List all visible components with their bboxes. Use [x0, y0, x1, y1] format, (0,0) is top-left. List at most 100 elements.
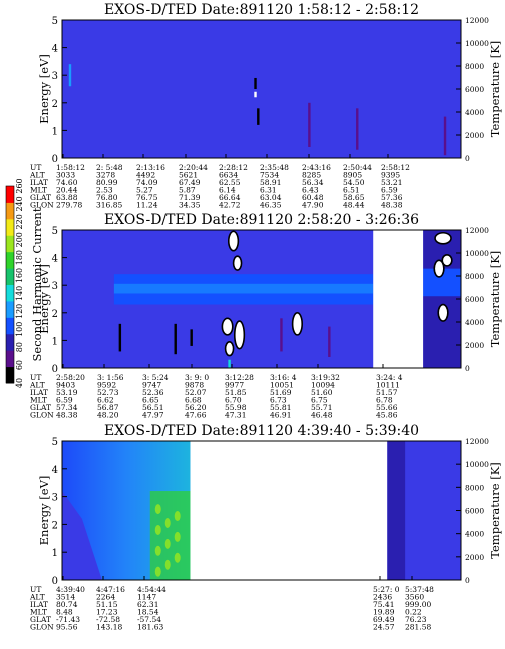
y-tick-label: 4	[52, 465, 58, 476]
table-cell: 52.73	[97, 388, 119, 397]
table-cell: 56.51	[142, 403, 163, 412]
colorbar-segment	[6, 186, 14, 203]
colorbar-segment	[6, 350, 14, 368]
wedge-speckle	[154, 504, 161, 515]
table-cell: 19.89	[373, 608, 395, 617]
table-cell: 51.15	[96, 600, 118, 609]
spectral-blob	[232, 255, 243, 271]
table-row-label: ILAT	[30, 600, 48, 609]
table-cell: 3:16: 4	[270, 373, 297, 382]
table-cell: 51.85	[225, 388, 247, 397]
y2-axis-label: Temperature [K]	[488, 462, 502, 559]
y-axis-label: Energy [eV]	[37, 54, 51, 124]
panel-3: EXOS-D/TED Date:891120 4:39:40 - 5:39:40…	[29, 423, 502, 632]
table-cell: 143.18	[96, 623, 122, 632]
y-tick-label: 0	[52, 364, 58, 375]
table-cell: 53.19	[56, 388, 78, 397]
table-cell: 95.56	[56, 623, 78, 632]
y-tick-label: 0	[52, 576, 58, 587]
table-cell: 5.27	[136, 186, 153, 195]
table-cell: 48.20	[97, 411, 119, 420]
colorbar-tick-label: 160	[15, 268, 24, 283]
wedge-speckle	[154, 524, 161, 535]
table-cell: 60.48	[302, 193, 324, 202]
table-row-label: ALT	[29, 593, 45, 602]
spectral-blob	[433, 259, 445, 278]
table-cell: 11.24	[136, 201, 158, 210]
table-cell: 3:24: 4	[376, 373, 403, 382]
table-cell: 6.62	[97, 396, 114, 405]
y-tick-label: 0	[52, 154, 58, 165]
table-cell: 6.78	[376, 396, 393, 405]
y2-tick-label: 10000	[465, 249, 489, 258]
colorbar-title: Second Harmonic Current	[30, 207, 44, 361]
wedge-speckle	[154, 566, 161, 577]
table-cell: 66.64	[219, 193, 241, 202]
table-cell: 2: 5:48	[96, 163, 123, 172]
wedge-speckle	[154, 545, 161, 556]
wedge-speckle	[164, 538, 171, 549]
table-cell: 54.50	[343, 178, 365, 187]
table-cell: 53.21	[381, 178, 402, 187]
table-cell: 9592	[97, 381, 116, 390]
y2-tick-label: 2000	[465, 553, 484, 562]
y-axis-label: Energy [eV]	[37, 264, 51, 334]
spectral-streak	[257, 108, 260, 125]
table-cell: 46.35	[260, 201, 282, 210]
y-tick-label: 3	[52, 493, 58, 504]
table-row-label: MLT	[30, 608, 47, 617]
y2-tick-label: 8000	[465, 62, 484, 71]
spectral-blob	[434, 231, 452, 245]
table-cell: 63.04	[260, 193, 282, 202]
y-tick-label: 5	[52, 16, 58, 27]
y2-tick-label: 0	[465, 364, 470, 373]
y-tick-label: 3	[52, 281, 58, 292]
colorbar-segment	[6, 235, 14, 253]
spectral-blob	[224, 340, 235, 357]
table-cell: 4:39:40	[56, 585, 85, 594]
table-cell: 58.65	[343, 193, 365, 202]
spectral-streak	[174, 323, 177, 355]
spectral-blob	[227, 230, 240, 252]
y2-tick-label: 0	[465, 154, 470, 163]
table-cell: 56.20	[185, 403, 207, 412]
colorbar-tick-label: 180	[15, 250, 24, 265]
table-cell: 3033	[56, 171, 75, 180]
spectral-streak	[254, 91, 257, 98]
table-cell: 20.44	[56, 186, 78, 195]
table-cell: 6.73	[270, 396, 287, 405]
y2-tick-label: 4000	[465, 318, 484, 327]
spectral-streak	[280, 318, 283, 352]
table-cell: -57.54	[137, 615, 161, 624]
table-cell: 71.39	[179, 193, 201, 202]
table-cell: 9395	[381, 171, 400, 180]
y2-tick-label: 6000	[465, 507, 484, 516]
spectral-streak	[118, 323, 122, 352]
colorbar-tick-label: 200	[15, 232, 24, 247]
table-cell: 316.85	[96, 201, 122, 210]
colorbar-segment	[6, 284, 14, 302]
colorbar-segment	[6, 218, 14, 236]
table-cell: 76.80	[96, 193, 118, 202]
table-cell: 51.60	[311, 388, 333, 397]
panel-title: EXOS-D/TED Date:891120 1:58:12 - 2:58:12	[104, 2, 419, 18]
table-cell: 3:12:28	[225, 373, 254, 382]
table-row-label: GLON	[30, 623, 54, 632]
colorbar-segment	[6, 333, 14, 351]
table-cell: 6.31	[260, 186, 277, 195]
table-cell: 7534	[260, 171, 279, 180]
table-cell: 58.91	[260, 178, 281, 187]
y2-tick-label: 10000	[465, 460, 489, 469]
y2-tick-label: 4000	[465, 108, 484, 117]
y2-tick-label: 2000	[465, 131, 484, 140]
table-cell: 6.68	[185, 396, 202, 405]
table-cell: 5:27: 0	[373, 585, 400, 594]
y-tick-label: 2	[52, 520, 58, 531]
y-tick-label: 1	[52, 548, 58, 559]
table-cell: 34.35	[179, 201, 201, 210]
spectral-streak	[443, 116, 447, 156]
spectrogram-field	[62, 20, 461, 158]
table-cell: 67.49	[179, 178, 201, 187]
table-cell: 999.00	[405, 600, 431, 609]
y-tick-label: 4	[52, 44, 58, 55]
